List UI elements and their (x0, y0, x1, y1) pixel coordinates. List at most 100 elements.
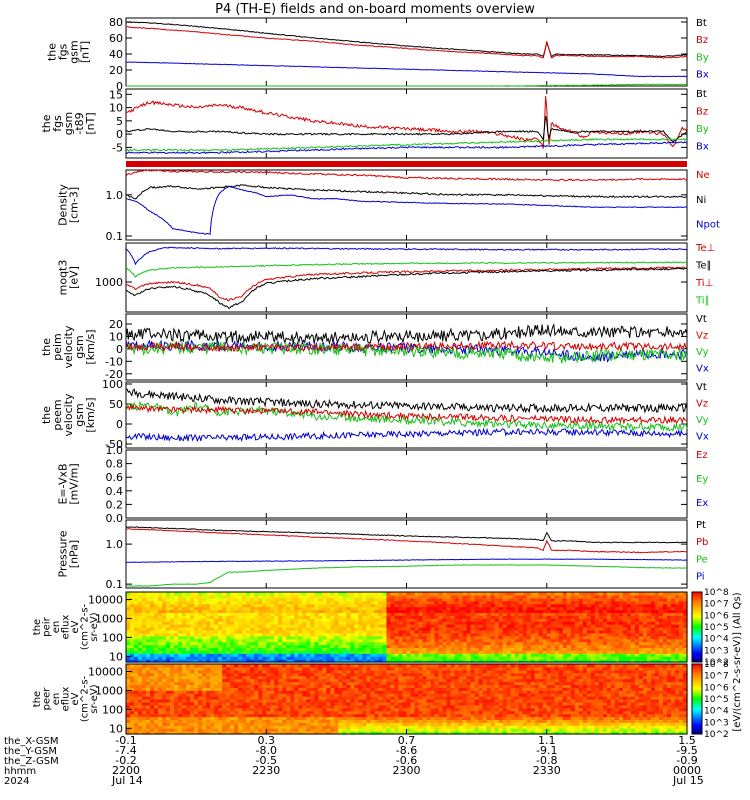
spectrogram-cell (178, 627, 183, 631)
spectrogram-cell (586, 621, 592, 625)
spectrogram-cell (410, 592, 416, 596)
spectrogram-cell (230, 597, 235, 602)
spectrogram-cell (426, 618, 432, 622)
spectrogram-cell (506, 629, 512, 634)
spectrogram-cell (558, 644, 564, 649)
spectrogram-cell (326, 647, 331, 651)
spectrogram-cell (582, 624, 588, 628)
spectrogram-cell (462, 624, 468, 628)
spectrogram-cell (282, 600, 287, 605)
spectrogram-cell (178, 629, 183, 634)
spectrogram-cell (562, 592, 568, 596)
spectrogram-cell (506, 618, 512, 622)
spectrogram-cell (274, 618, 279, 622)
spectrogram-cell (418, 650, 424, 654)
spectrogram-cell (190, 603, 195, 608)
spectrogram-cell (370, 624, 376, 628)
spectrogram-cell (222, 606, 227, 611)
spectrogram-cell (294, 644, 299, 649)
spectrogram-cell (198, 641, 203, 646)
spectrogram-cell (266, 618, 271, 622)
spectrogram-cell (546, 656, 552, 660)
spectrogram-cell (382, 612, 388, 616)
spectrogram-cell (346, 647, 351, 651)
spectrogram-cell (218, 659, 223, 663)
spectrogram-cell (334, 594, 339, 599)
spectrogram-cell (346, 635, 351, 640)
spectrogram-cell (322, 597, 327, 602)
spectrogram-cell (134, 629, 139, 634)
spectrogram-cell (478, 600, 484, 605)
spectrogram-cell (498, 659, 504, 663)
spectrogram-cell (358, 612, 364, 616)
spectrogram-cell (350, 621, 356, 625)
spectrogram-cell (418, 635, 424, 640)
spectrogram-cell (434, 597, 440, 602)
spectrogram-cell (522, 597, 528, 602)
spectrogram-cell (442, 638, 448, 643)
spectrogram-cell (314, 653, 319, 657)
spectrogram-cell (510, 650, 516, 654)
spectrogram-cell (514, 624, 520, 628)
spectrogram-cell (338, 629, 343, 634)
spectrogram-cell (282, 632, 287, 637)
spectrogram-cell (138, 594, 143, 599)
spectrogram-cell (138, 664, 143, 668)
spectrogram-cell (202, 647, 207, 651)
spectrogram-cell (294, 609, 299, 614)
spectrogram-cell (550, 627, 556, 631)
spectrogram-cell (386, 632, 392, 637)
spectrogram-cell (374, 594, 380, 599)
spectrogram-cell (502, 638, 508, 643)
spectrogram-cell (506, 632, 512, 637)
spectrogram-cell (170, 632, 175, 637)
spectrogram-cell (562, 600, 568, 605)
spectrogram-cell (566, 653, 572, 657)
spectrogram-cell (274, 624, 279, 628)
spectrogram-cell (390, 592, 396, 596)
spectrogram-cell (138, 647, 143, 651)
spectrogram-cell (338, 609, 343, 614)
spectrogram-cell (542, 609, 548, 614)
spectrogram-cell (250, 664, 255, 668)
spectrogram-cell (158, 664, 163, 668)
spectrogram-cell (154, 635, 159, 640)
spectrogram-cell (562, 635, 568, 640)
spectrogram-cell (414, 629, 420, 634)
spectrogram-cell (318, 659, 323, 663)
spectrogram-cell (198, 612, 203, 616)
spectrogram-cell (138, 627, 143, 631)
series-line-Pe (125, 564, 688, 587)
spectrogram-cell (574, 632, 580, 637)
spectrogram-cell (350, 597, 356, 602)
spectrogram-cell (446, 600, 452, 605)
spectrogram-cell (374, 624, 380, 628)
spectrogram-cell (418, 644, 424, 649)
spectrogram-cell (326, 627, 331, 631)
spectrogram-cell (498, 644, 504, 649)
spectrogram-cell (338, 606, 343, 611)
spectrogram-cell (414, 597, 420, 602)
spectrogram-cell (570, 650, 576, 654)
spectrogram-cell (502, 597, 508, 602)
spectrogram-cell (286, 603, 291, 608)
spectrogram-cell (426, 615, 432, 619)
spectrogram-cell (578, 632, 584, 637)
spectrogram-cell (326, 664, 331, 668)
spectrogram-cell (426, 606, 432, 611)
spectrogram-cell (138, 621, 143, 625)
y-tick-label: 5 (116, 115, 123, 128)
y-tick-label: 1.0 (106, 444, 124, 457)
spectrogram-cell (318, 603, 323, 608)
spectrogram-cell (574, 659, 580, 663)
spectrogram-cell (474, 600, 480, 605)
spectrogram-cell (206, 615, 211, 619)
spectrogram-cell (482, 659, 488, 663)
spectrogram-cell (502, 656, 508, 660)
y-tick-label: 15 (109, 88, 123, 101)
spectrogram-cell (170, 624, 175, 628)
spectrogram-cell (494, 612, 500, 616)
spectrogram-cell (378, 615, 384, 619)
spectrogram-cell (334, 644, 339, 649)
spectrogram-cell (526, 624, 532, 628)
